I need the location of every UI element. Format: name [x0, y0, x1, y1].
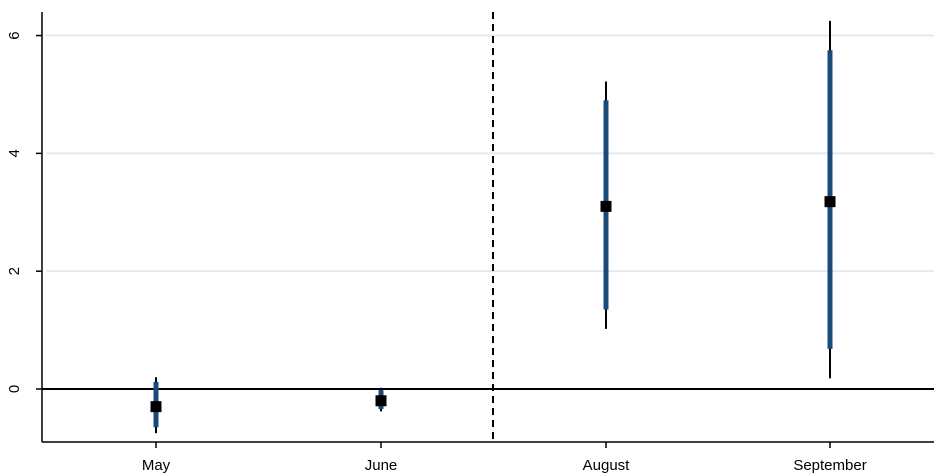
y-tick-label-2: 4 — [6, 149, 23, 157]
y-tick-label-1: 2 — [6, 267, 23, 275]
axes — [36, 12, 934, 448]
y-tick-label-0: 0 — [6, 385, 23, 393]
point-estimate-1 — [375, 395, 387, 407]
x-tick-label-1: June — [365, 457, 398, 474]
chart-marks — [150, 20, 836, 434]
x-tick-label-2: August — [583, 457, 631, 474]
gridlines — [46, 34, 934, 273]
chart-labels: 0 2 4 6 May June August September — [6, 31, 867, 474]
x-tick-label-3: September — [793, 457, 866, 474]
y-tick-label-3: 6 — [6, 31, 23, 39]
point-estimate-2 — [600, 200, 612, 212]
x-tick-label-0: May — [142, 457, 171, 474]
point-estimate-3 — [824, 196, 836, 208]
point-estimate-0 — [150, 401, 162, 413]
